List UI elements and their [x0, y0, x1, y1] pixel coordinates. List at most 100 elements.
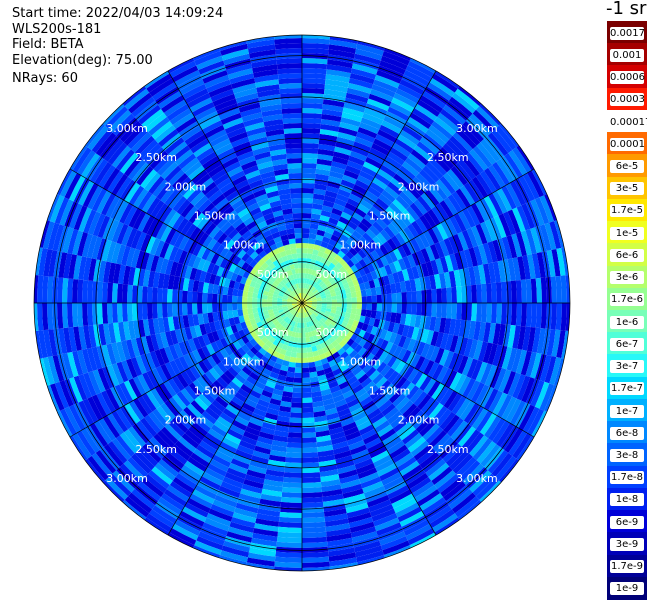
range-gate-cell — [309, 308, 315, 314]
range-gate-cell — [284, 138, 302, 144]
range-gate-cell — [298, 307, 301, 313]
range-gate-cell — [376, 303, 382, 312]
range-gate-cell — [69, 175, 86, 202]
range-gate-cell — [417, 489, 441, 507]
range-gate-cell — [240, 321, 248, 330]
range-gate-cell — [429, 316, 437, 332]
range-gate-cell — [278, 274, 285, 281]
range-gate-cell — [150, 334, 160, 351]
range-gate-cell — [375, 337, 385, 348]
range-gate-cell — [326, 243, 335, 252]
range-gate-cell — [59, 199, 74, 226]
range-gate-cell — [257, 258, 266, 267]
range-gate-cell — [479, 480, 502, 503]
range-gate-cell — [172, 476, 195, 494]
range-gate-cell — [228, 194, 242, 206]
range-gate-cell — [397, 83, 422, 100]
range-gate-cell — [488, 164, 506, 188]
range-gate-cell — [472, 438, 493, 461]
range-gate-cell — [248, 547, 276, 557]
range-gate-cell — [363, 485, 386, 498]
range-gate-cell — [325, 371, 335, 380]
range-gate-cell — [392, 393, 407, 408]
range-gate-cell — [283, 477, 302, 483]
range-gate-cell — [279, 88, 302, 95]
range-gate-cell — [257, 266, 265, 274]
range-gate-cell — [510, 280, 517, 303]
range-gate-cell — [63, 253, 73, 279]
range-gate-cell — [295, 283, 299, 289]
range-gate-cell — [230, 136, 250, 148]
range-gate-cell — [271, 299, 278, 303]
range-gate-cell — [73, 255, 82, 280]
range-gate-cell — [47, 222, 60, 250]
range-gate-cell — [393, 260, 402, 273]
range-gate-cell — [267, 359, 276, 367]
range-gate-cell — [101, 344, 112, 367]
range-gate-cell — [366, 295, 372, 303]
range-gate-cell — [329, 212, 341, 221]
range-gate-cell — [330, 292, 337, 297]
range-gate-cell — [360, 309, 367, 317]
range-gate-cell — [345, 165, 361, 176]
range-gate-cell — [123, 205, 138, 226]
range-gate-cell — [390, 414, 406, 429]
range-gate-cell — [282, 486, 302, 493]
range-gate-cell — [196, 535, 224, 551]
range-gate-cell — [158, 459, 179, 477]
range-gate-cell — [539, 383, 555, 411]
range-gate-cell — [373, 79, 398, 93]
range-gate-cell — [309, 223, 319, 230]
range-gate-cell — [122, 265, 131, 285]
range-gate-cell — [179, 79, 205, 96]
range-gate-cell — [546, 249, 556, 277]
range-gate-cell — [383, 476, 405, 491]
range-gate-cell — [290, 285, 295, 291]
range-gate-cell — [371, 450, 390, 463]
range-gate-cell — [492, 323, 501, 345]
range-gate-cell — [265, 340, 273, 348]
range-gate-cell — [288, 295, 294, 299]
range-gate-cell — [232, 303, 238, 311]
range-gate-cell — [263, 212, 275, 221]
range-gate-cell — [206, 332, 216, 344]
range-gate-cell — [73, 375, 88, 401]
range-gate-cell — [224, 161, 241, 174]
range-gate-cell — [255, 403, 269, 413]
range-gate-cell — [314, 183, 327, 191]
range-gate-cell — [295, 327, 300, 333]
range-gate-cell — [111, 363, 124, 385]
range-gate-cell — [294, 322, 298, 328]
range-gate-cell — [197, 313, 205, 325]
range-gate-cell — [302, 442, 318, 448]
range-gate-cell — [407, 153, 426, 170]
range-gate-cell — [452, 132, 473, 153]
range-gate-cell — [128, 185, 145, 206]
range-gate-cell — [329, 39, 358, 49]
range-gate-cell — [168, 246, 179, 262]
range-gate-cell — [230, 324, 239, 334]
range-gate-cell — [267, 239, 276, 247]
range-gate-cell — [137, 374, 151, 393]
range-gate-cell — [146, 513, 172, 533]
range-gate-cell — [303, 293, 307, 299]
range-gate-cell — [327, 315, 334, 321]
range-gate-cell — [247, 325, 255, 333]
range-gate-cell — [515, 349, 527, 375]
range-gate-cell — [427, 380, 441, 398]
range-gate-cell — [252, 64, 278, 74]
range-gate-cell — [272, 305, 278, 310]
range-gate-cell — [401, 349, 412, 363]
range-gate-cell — [315, 316, 321, 322]
range-gate-cell — [87, 303, 94, 326]
range-gate-cell — [184, 460, 205, 477]
range-gate-cell — [475, 200, 490, 222]
range-gate-cell — [332, 265, 340, 273]
range-gate-cell — [271, 282, 278, 288]
range-gate-cell — [67, 278, 74, 303]
range-gate-cell — [449, 135, 470, 156]
range-gate-cell — [495, 125, 517, 151]
range-gate-cell — [365, 352, 375, 364]
range-gate-cell — [480, 444, 501, 467]
range-gate-cell — [324, 513, 348, 522]
